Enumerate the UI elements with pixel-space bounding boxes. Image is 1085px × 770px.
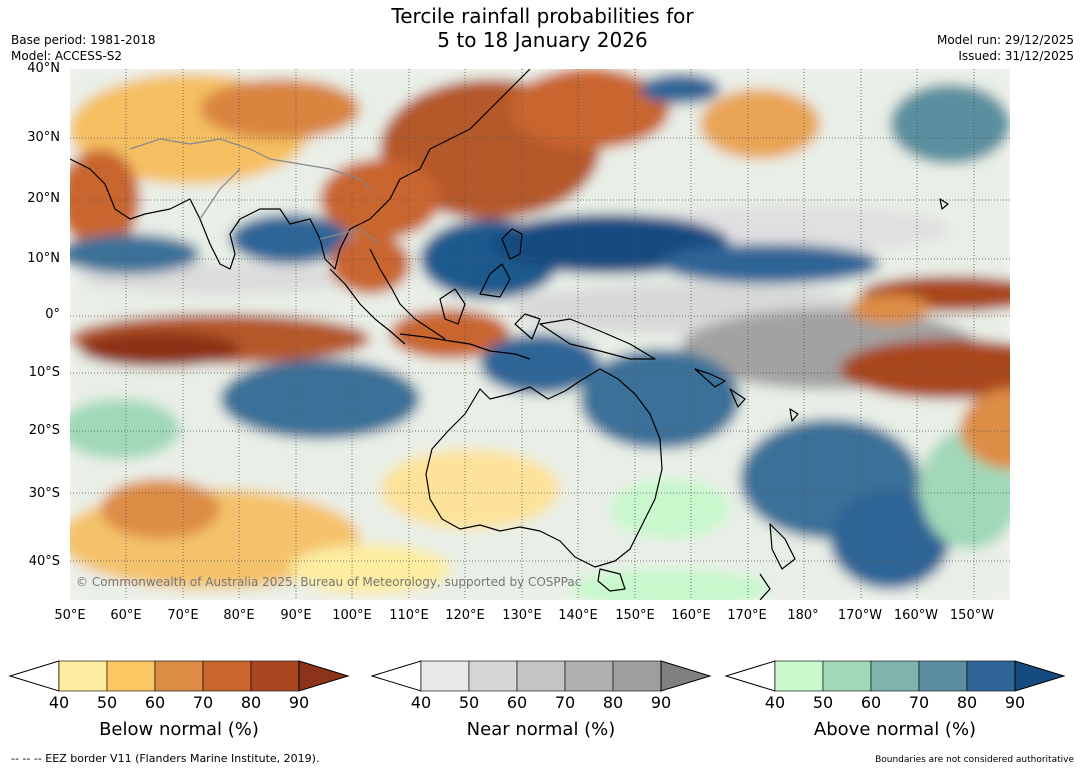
colorbar-segment (468, 660, 518, 692)
coastlines (70, 69, 949, 600)
lon-label-150w: 150°W (949, 608, 995, 623)
lat-label-0: 0° (45, 307, 60, 322)
below-tick-50: 50 (96, 693, 118, 712)
colorbar-segment (58, 660, 108, 692)
lat-label-40n: 40°N (27, 61, 60, 76)
lon-label-60e: 60°E (110, 608, 142, 623)
colorbar-segment (420, 660, 470, 692)
lon-label-50e: 50°E (54, 608, 86, 623)
lon-label-140e: 140°E (558, 608, 598, 623)
lon-label-160w: 160°W (893, 608, 939, 623)
below-normal-label: Below normal (%) (99, 719, 259, 740)
above-tick-90: 90 (1004, 693, 1026, 712)
colorbar-segment (822, 660, 872, 692)
title-line-1: Tercile rainfall probabilities for (391, 4, 694, 28)
colorbar-segment (154, 660, 204, 692)
colorbar-segment (202, 660, 252, 692)
lat-label-30s: 30°S (28, 486, 60, 501)
near-tick-60: 60 (506, 693, 528, 712)
colorbar-near-normal (370, 660, 712, 692)
colorbar-segment (870, 660, 920, 692)
colorbar-above-normal (724, 660, 1066, 692)
lat-label-20n: 20°N (27, 191, 60, 206)
lat-label-10s: 10°S (28, 365, 60, 380)
country-borders (129, 138, 381, 245)
lon-label-70e: 70°E (167, 608, 199, 623)
colorbar-extend-low (370, 660, 422, 692)
lon-label-170e: 170°E (727, 608, 767, 623)
issued-date: Issued: 31/12/2025 (958, 49, 1074, 63)
lon-label-170w: 170°W (837, 608, 883, 623)
lat-label-40s: 40°S (28, 554, 60, 569)
below-tick-60: 60 (144, 693, 166, 712)
above-normal-label: Above normal (%) (813, 719, 977, 740)
boundaries-disclaimer: Boundaries are not considered authoritat… (875, 755, 1074, 765)
probability-field (70, 69, 1010, 600)
near-tick-40: 40 (410, 693, 432, 712)
below-tick-90: 90 (288, 693, 310, 712)
above-tick-50: 50 (812, 693, 834, 712)
colorbar-segment (250, 660, 300, 692)
near-normal-label: Near normal (%) (466, 719, 616, 740)
run-info: Model run: 29/12/2025 Issued: 31/12/2025 (937, 32, 1074, 64)
model-run-date: Model run: 29/12/2025 (936, 33, 1074, 47)
lat-label-10n: 10°N (27, 251, 60, 266)
chart-title: Tercile rainfall probabilities for 5 to … (0, 4, 1085, 52)
graticule (70, 69, 1010, 600)
colorbar-extend-high (1014, 660, 1066, 692)
lon-label-150e: 150°E (615, 608, 655, 623)
lon-label-160e: 160°E (671, 608, 711, 623)
above-tick-70: 70 (908, 693, 930, 712)
lon-label-80e: 80°E (223, 608, 255, 623)
colorbar-extend-high (660, 660, 712, 692)
near-tick-70: 70 (554, 693, 576, 712)
colorbar-segment (612, 660, 662, 692)
above-tick-80: 80 (956, 693, 978, 712)
base-period: Base period: 1981-2018 (11, 33, 156, 47)
lon-label-130e: 130°E (502, 608, 542, 623)
lat-label-30n: 30°N (27, 130, 60, 145)
near-tick-90: 90 (650, 693, 672, 712)
below-tick-70: 70 (192, 693, 214, 712)
near-tick-80: 80 (602, 693, 624, 712)
colorbar-extend-low (8, 660, 60, 692)
eez-border-note: -- -- -- EEZ border V11 (Flanders Marine… (11, 752, 320, 765)
colorbar-segment (564, 660, 614, 692)
above-tick-60: 60 (860, 693, 882, 712)
lon-label-120e: 120°E (445, 608, 485, 623)
colorbar-segment (774, 660, 824, 692)
colorbar-extend-high (298, 660, 350, 692)
title-line-2: 5 to 18 January 2026 (437, 28, 648, 52)
lat-label-20s: 20°S (28, 423, 60, 438)
model-info: Base period: 1981-2018 Model: ACCESS-S2 (11, 32, 156, 64)
colorbar-segment (106, 660, 156, 692)
colorbar-segment (918, 660, 968, 692)
colorbar-below-normal (8, 660, 350, 692)
model-name: Model: ACCESS-S2 (11, 49, 123, 63)
above-tick-40: 40 (764, 693, 786, 712)
below-tick-80: 80 (240, 693, 262, 712)
below-tick-40: 40 (48, 693, 70, 712)
colorbar-extend-low (724, 660, 776, 692)
lon-label-180: 180° (787, 608, 819, 623)
near-tick-50: 50 (458, 693, 480, 712)
lon-label-90e: 90°E (280, 608, 312, 623)
colorbar-segment (516, 660, 566, 692)
colorbar-segment (966, 660, 1016, 692)
lon-label-100e: 100°E (332, 608, 372, 623)
copyright-text: © Commonwealth of Australia 2025, Bureau… (76, 575, 581, 589)
probability-map: © Commonwealth of Australia 2025, Bureau… (70, 69, 1010, 600)
lon-label-110e: 110°E (389, 608, 429, 623)
